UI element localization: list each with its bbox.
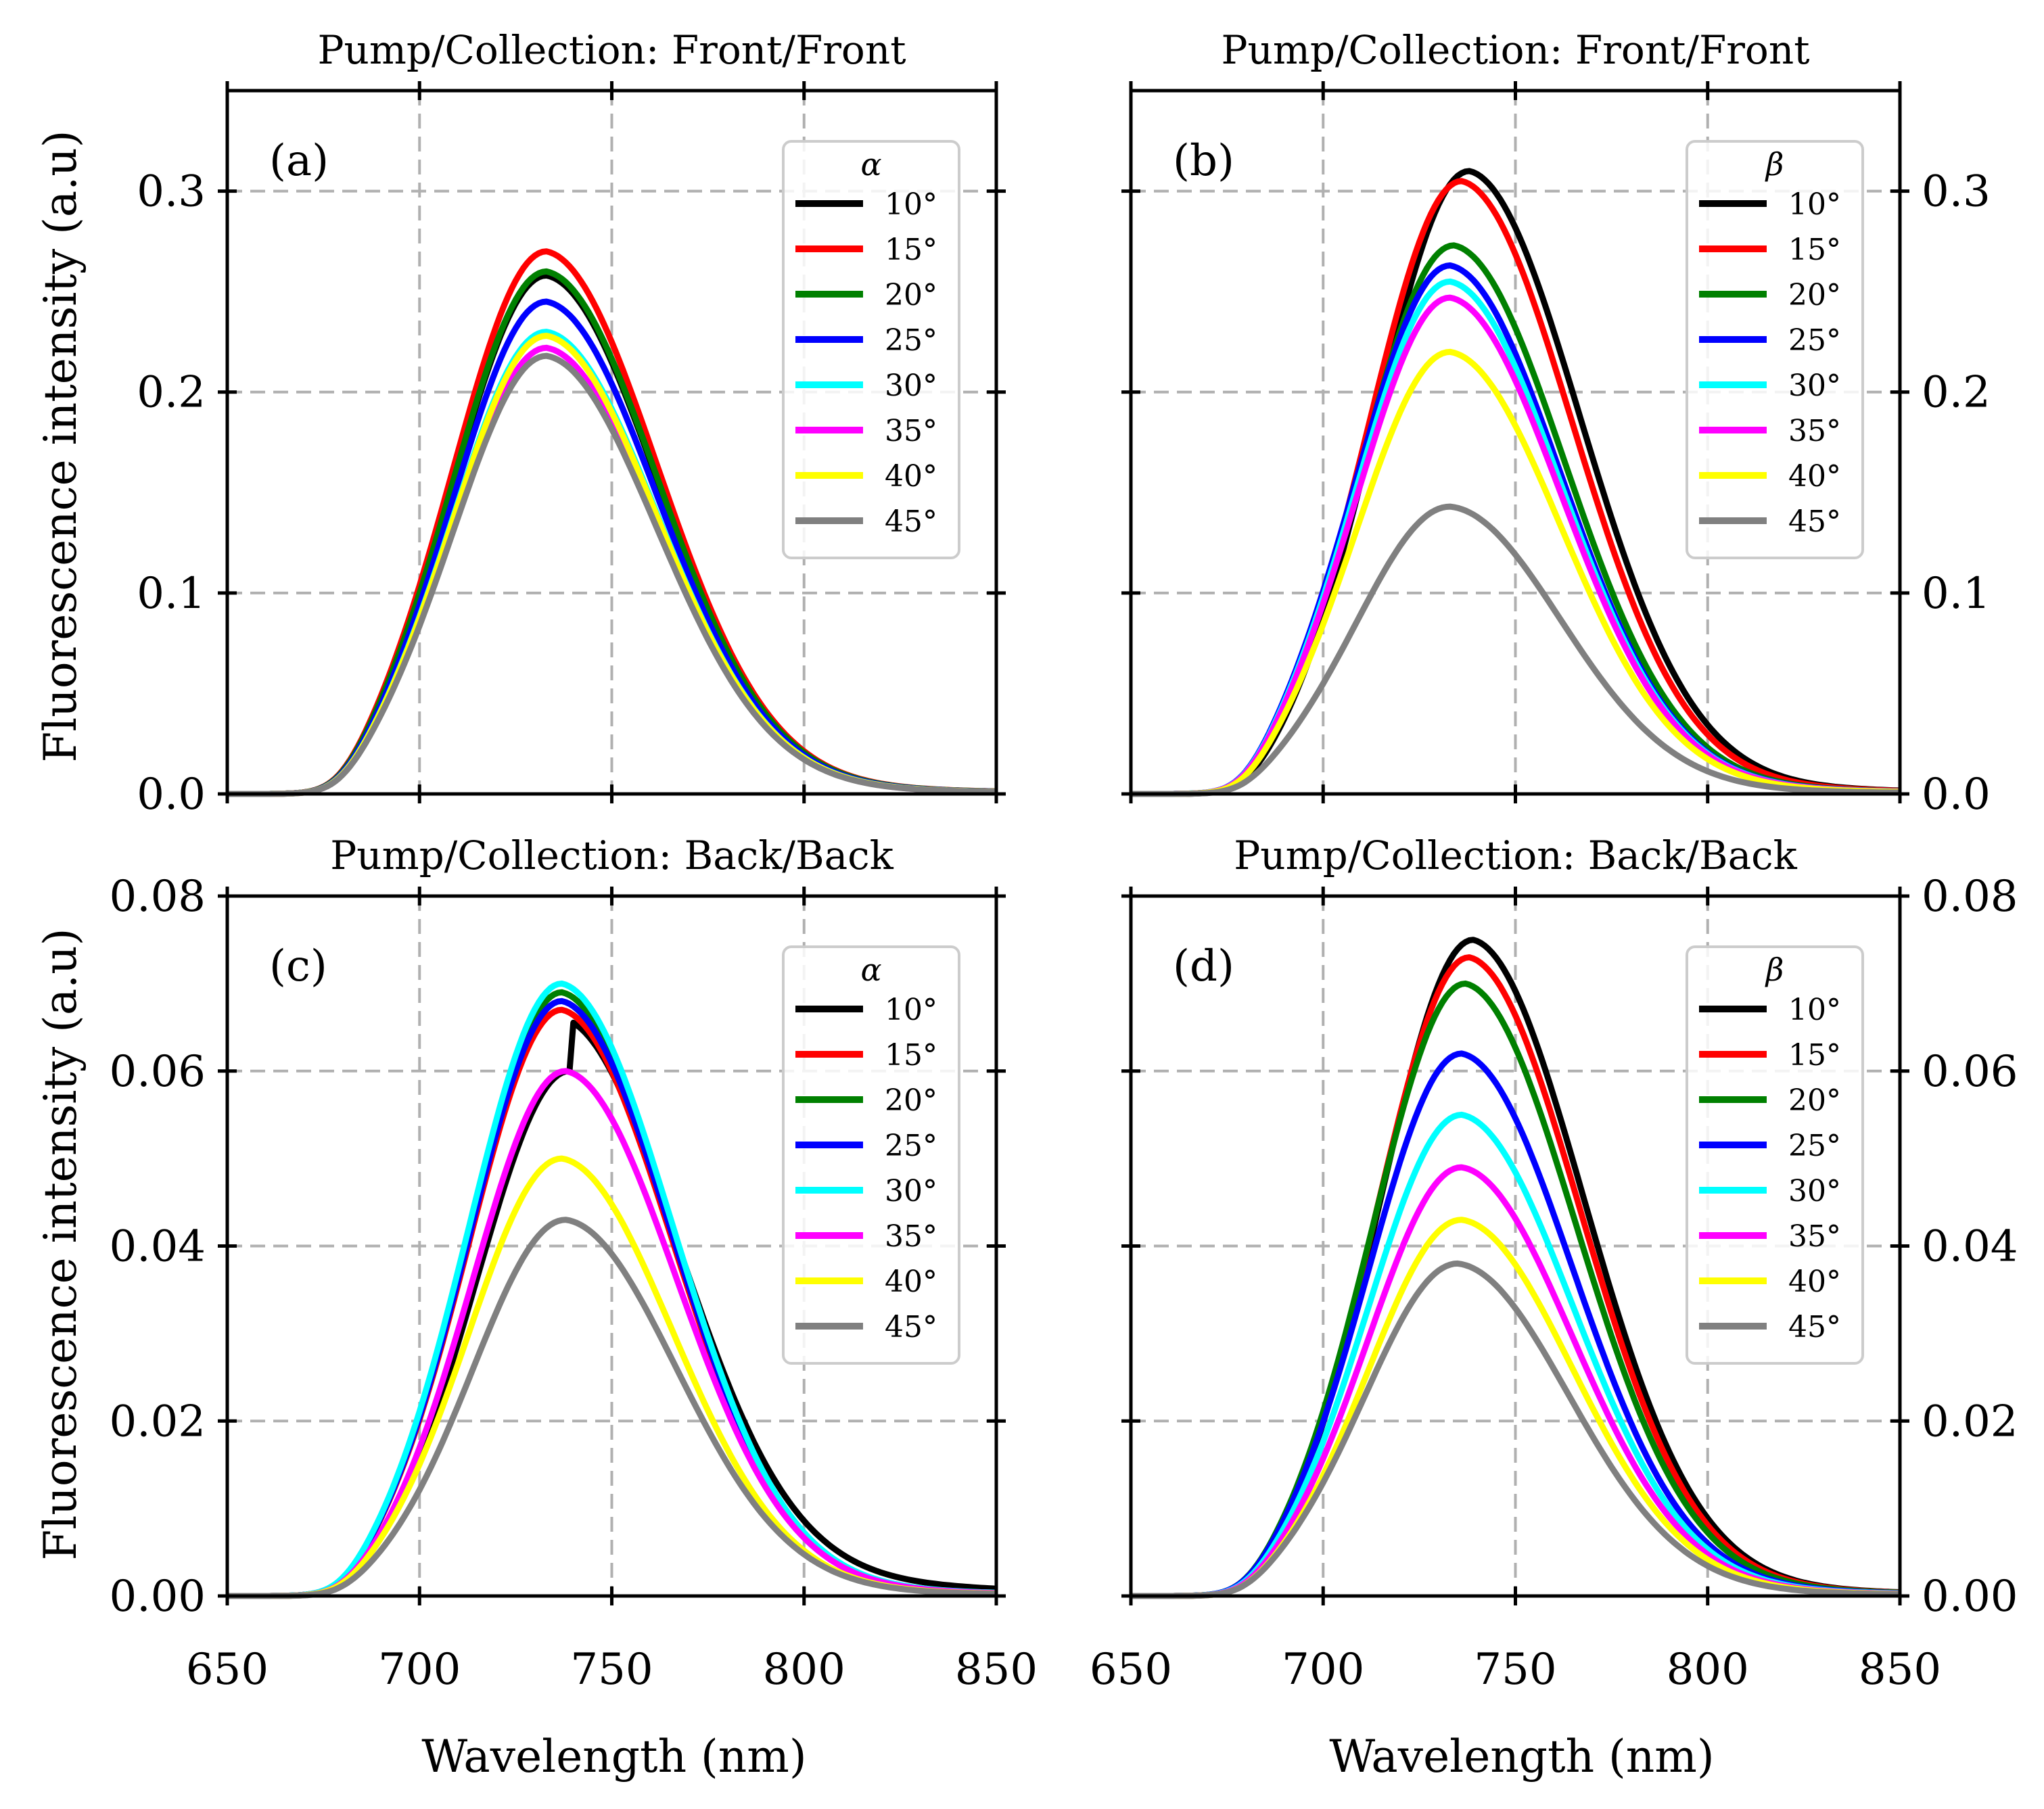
legend-label: 35° [1788, 1219, 1841, 1254]
y-tick-label: 0.06 [110, 1047, 206, 1097]
y-tick-label: 0.00 [1922, 1572, 2018, 1622]
legend-label: 25° [885, 1129, 937, 1163]
y-tick-label: 0.04 [1922, 1222, 2018, 1272]
legend-label: 10° [885, 187, 937, 222]
legend-label: 40° [885, 459, 937, 494]
legend-label: 45° [1788, 1310, 1841, 1344]
legend-label: 15° [885, 1038, 937, 1073]
y-tick-label: 0.04 [110, 1222, 206, 1272]
legend-label: 30° [885, 1174, 937, 1208]
legend-label: 15° [1788, 233, 1841, 267]
y-tick-label: 0.2 [137, 368, 206, 418]
panel-label: (a) [269, 136, 329, 186]
panel-c: Pump/Collection: Back/Back 0.00 0.02 0.04 0.… [110, 832, 1038, 1695]
legend-label: 30° [1788, 369, 1841, 403]
legend: α10° 15° 20° 25° 30° 35° 40° 45° [782, 945, 960, 1365]
legend-label: 20° [1788, 278, 1841, 312]
y-tick-label: 0.0 [1922, 770, 1991, 820]
x-tick-label: 800 [1667, 1645, 1749, 1695]
y-tick-label: 0.08 [1922, 872, 2018, 922]
panel-title: Pump/Collection: Front/Front [1222, 27, 1810, 73]
series-line-45deg [1131, 503, 1901, 797]
panel-label: (b) [1173, 136, 1234, 186]
y-tick-label: 0.1 [137, 569, 206, 619]
legend-label: 45° [885, 504, 937, 539]
y-tick-label: 0.2 [1922, 368, 1991, 418]
x-tick-label: 800 [763, 1645, 845, 1695]
legend-label: 45° [885, 1310, 937, 1344]
legend-label: 15° [885, 233, 937, 267]
legend-title: β [1765, 146, 1784, 183]
y-tick-label: 0.3 [1922, 167, 1991, 217]
y-tick-label: 0.06 [1922, 1047, 2018, 1097]
x-tick-label: 750 [1474, 1645, 1556, 1695]
panel-a: Pump/Collection: Front/Front 0.0 0.1 0.2 0.3… [137, 27, 1006, 820]
legend: α10° 15° 20° 25° 30° 35° 40° 45° [782, 140, 960, 559]
legend-label: 35° [885, 1219, 937, 1254]
legend: β10° 15° 20° 25° 30° 35° 40° 45° [1686, 945, 1864, 1365]
legend-label: 15° [1788, 1038, 1841, 1073]
legend-label: 10° [1788, 993, 1841, 1027]
x-tick-label: 850 [1859, 1645, 1941, 1695]
x-tick-label: 700 [1282, 1645, 1364, 1695]
x-tick-label: 650 [1090, 1645, 1172, 1695]
panel-title: Pump/Collection: Front/Front [318, 27, 906, 73]
legend-label: 40° [885, 1265, 937, 1299]
y-axis-label-top: Fluorescence intensity (a.u) [34, 131, 87, 763]
y-axis-label-bottom: Fluorescence intensity (a.u) [34, 929, 87, 1561]
legend-label: 35° [1788, 414, 1841, 448]
legend-label: 25° [885, 323, 937, 358]
series-line-45deg [1131, 1260, 1900, 1599]
x-axis-label-left: Wavelength (nm) [421, 1731, 806, 1783]
x-tick-label: 650 [186, 1645, 269, 1695]
legend-label: 20° [885, 278, 937, 312]
series-line-40deg [1131, 348, 1901, 797]
legend-label: 30° [885, 369, 937, 403]
panels: Pump/Collection: Front/Front 0.0 0.1 0.2 0.3… [110, 27, 2018, 1695]
legend-label: 45° [1788, 504, 1841, 539]
legend-title: α [860, 146, 881, 183]
y-tick-label: 0.02 [1922, 1396, 2018, 1447]
y-tick-label: 0.3 [137, 167, 206, 217]
legend-label: 20° [1788, 1083, 1841, 1118]
legend-title: α [860, 952, 881, 988]
panel-d: Pump/Collection: Back/Back 0.00 0.02 0.04 0.… [1090, 832, 2018, 1695]
panel-label: (c) [269, 941, 327, 991]
panel-label: (d) [1173, 941, 1234, 991]
legend-label: 20° [885, 1083, 937, 1118]
legend-title: β [1765, 952, 1784, 988]
series-line-45deg [227, 1217, 997, 1599]
legend-label: 25° [1788, 1129, 1841, 1163]
x-tick-label: 750 [570, 1645, 653, 1695]
y-tick-label: 0.1 [1922, 569, 1991, 619]
y-tick-label: 0.00 [110, 1572, 206, 1622]
legend-label: 10° [1788, 187, 1841, 222]
legend-label: 10° [885, 993, 937, 1027]
legend-label: 40° [1788, 459, 1841, 494]
legend-label: 40° [1788, 1265, 1841, 1299]
legend-label: 35° [885, 414, 937, 448]
y-tick-label: 0.0 [137, 770, 206, 820]
legend-label: 30° [1788, 1174, 1841, 1208]
y-tick-label: 0.02 [110, 1396, 206, 1447]
legend: β10° 15° 20° 25° 30° 35° 40° 45° [1686, 140, 1864, 559]
x-tick-label: 850 [955, 1645, 1038, 1695]
y-tick-label: 0.08 [110, 872, 206, 922]
panel-title: Pump/Collection: Back/Back [330, 832, 893, 878]
legend-label: 25° [1788, 323, 1841, 358]
x-axis-label-right: Wavelength (nm) [1329, 1731, 1714, 1783]
panel-title: Pump/Collection: Back/Back [1234, 832, 1797, 878]
x-tick-label: 700 [378, 1645, 461, 1695]
panel-b: Pump/Collection: Front/Front 0.0 0.1 0.2 0.3… [1121, 27, 1991, 820]
series-line-45deg [227, 352, 997, 797]
